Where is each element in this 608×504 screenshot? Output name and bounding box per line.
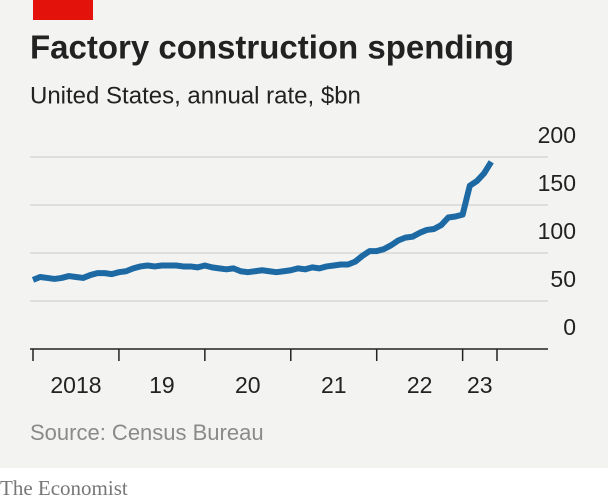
chart-background (0, 0, 608, 468)
brand-tag (33, 0, 93, 20)
x-tick-label: 19 (149, 372, 175, 398)
y-tick-label: 100 (538, 218, 576, 244)
y-tick-label: 0 (563, 314, 576, 340)
x-tick-label: 23 (467, 372, 493, 398)
y-tick-label: 200 (538, 122, 576, 148)
x-tick-label: 22 (407, 372, 433, 398)
x-tick-label: 20 (235, 372, 261, 398)
x-tick-label: 2018 (50, 372, 101, 398)
chart-title: Factory construction spending (30, 29, 514, 66)
source-note: Source: Census Bureau (30, 420, 264, 445)
chart-subtitle: United States, annual rate, $bn (30, 82, 361, 109)
credit: The Economist (0, 476, 128, 500)
data-line (31, 160, 494, 283)
y-tick-label: 50 (550, 266, 576, 292)
x-tick-label: 21 (321, 372, 347, 398)
y-tick-label: 150 (538, 170, 576, 196)
